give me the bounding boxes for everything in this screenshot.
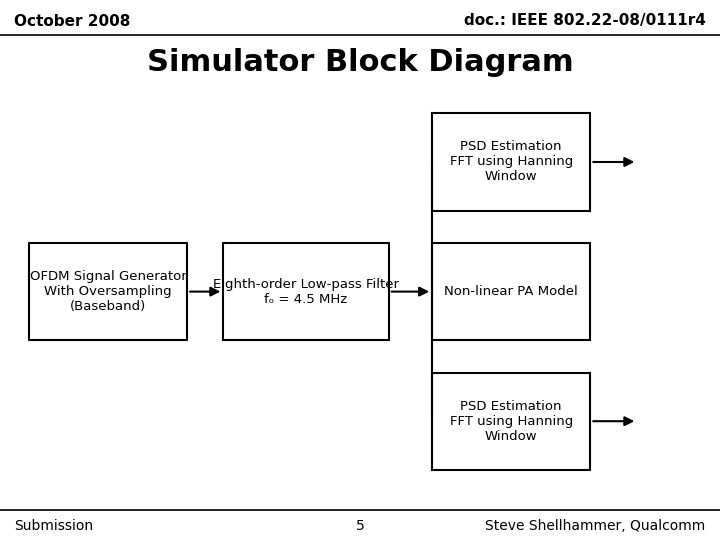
FancyBboxPatch shape [432, 243, 590, 340]
FancyBboxPatch shape [223, 243, 389, 340]
Text: PSD Estimation
FFT using Hanning
Window: PSD Estimation FFT using Hanning Window [449, 140, 573, 184]
Text: PSD Estimation
FFT using Hanning
Window: PSD Estimation FFT using Hanning Window [449, 400, 573, 443]
FancyBboxPatch shape [432, 113, 590, 211]
Text: 5: 5 [356, 519, 364, 534]
Text: OFDM Signal Generator
With Oversampling
(Baseband): OFDM Signal Generator With Oversampling … [30, 270, 186, 313]
Text: Non-linear PA Model: Non-linear PA Model [444, 285, 578, 298]
Text: Simulator Block Diagram: Simulator Block Diagram [147, 48, 573, 77]
Text: October 2008: October 2008 [14, 14, 131, 29]
Text: Steve Shellhammer, Qualcomm: Steve Shellhammer, Qualcomm [485, 519, 706, 534]
FancyBboxPatch shape [432, 373, 590, 470]
Text: Submission: Submission [14, 519, 94, 534]
Text: doc.: IEEE 802.22-08/0111r4: doc.: IEEE 802.22-08/0111r4 [464, 14, 706, 29]
Text: Eighth-order Low-pass Filter
fₒ = 4.5 MHz: Eighth-order Low-pass Filter fₒ = 4.5 MH… [213, 278, 399, 306]
FancyBboxPatch shape [29, 243, 187, 340]
